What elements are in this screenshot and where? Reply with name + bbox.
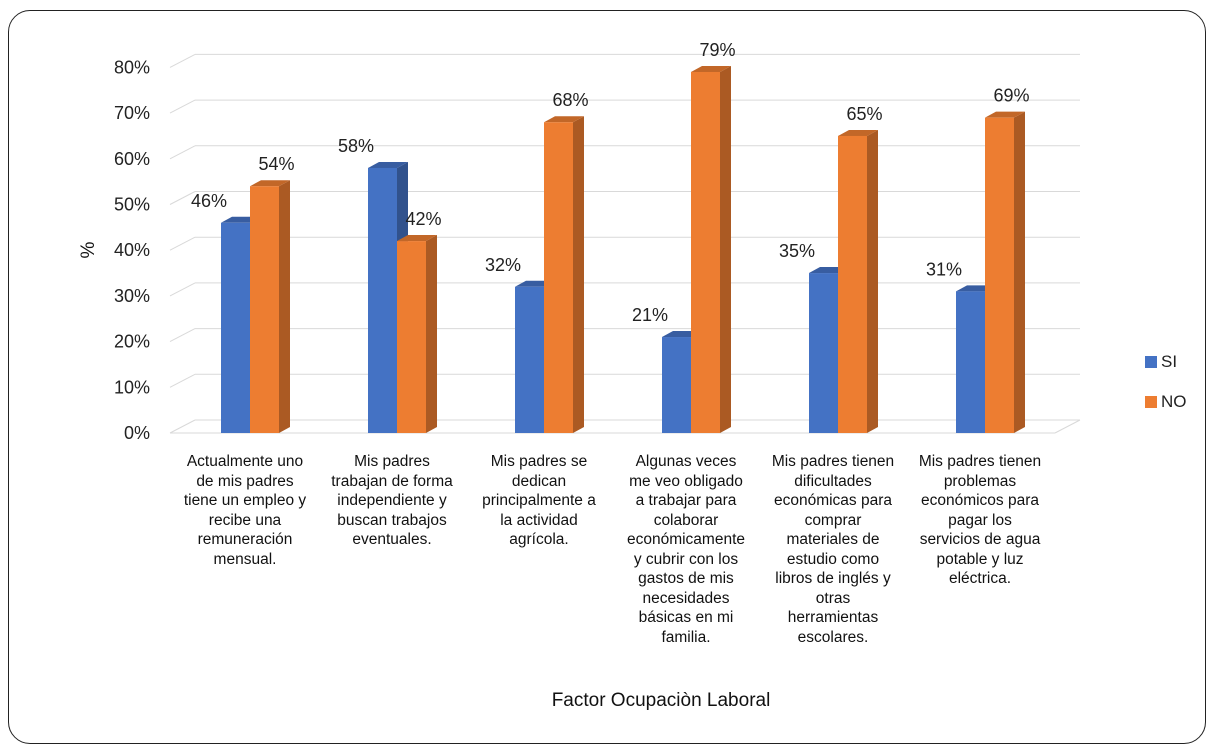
x-axis-title: Factor Ocupaciòn Laboral	[551, 690, 771, 711]
y-axis-title: %	[78, 241, 99, 259]
y-tick-label: 10%	[114, 377, 150, 397]
y-tick-label: 0%	[124, 423, 150, 443]
bar-side	[720, 65, 731, 433]
bar	[662, 337, 691, 433]
bar	[809, 273, 838, 433]
bar	[956, 291, 985, 433]
bar	[515, 286, 544, 433]
data-label: 65%	[846, 104, 882, 124]
bar-side	[573, 116, 584, 434]
bar-side	[426, 235, 437, 433]
bar	[691, 71, 720, 433]
gridline-side	[169, 328, 196, 343]
bar	[397, 241, 426, 433]
data-label: 42%	[405, 209, 441, 229]
floor-right-edge	[1054, 419, 1081, 434]
data-label: 32%	[485, 255, 521, 275]
legend-swatch-si	[1145, 356, 1157, 368]
gridline-side	[169, 53, 196, 68]
y-tick-label: 70%	[114, 103, 150, 123]
bar	[368, 167, 397, 433]
legend: SI NO	[1145, 352, 1187, 432]
bar-side	[867, 129, 878, 433]
bar-top	[691, 65, 731, 72]
data-label: 21%	[632, 305, 668, 325]
y-tick-label: 80%	[114, 57, 150, 77]
gridline-side	[169, 99, 196, 114]
bar	[250, 186, 279, 433]
gridline-side	[169, 191, 196, 205]
data-label: 69%	[993, 86, 1029, 106]
gridline-side	[169, 419, 196, 434]
y-tick-label: 20%	[114, 332, 150, 352]
data-label: 68%	[552, 90, 588, 110]
bar-top	[368, 161, 408, 168]
y-tick-label: 30%	[114, 286, 150, 306]
bar-top	[397, 235, 437, 242]
y-tick-label: 50%	[114, 195, 150, 215]
bar-top	[985, 111, 1025, 118]
legend-swatch-no	[1145, 396, 1157, 408]
gridline-side	[169, 282, 196, 297]
y-tick-label: 40%	[114, 240, 150, 260]
data-label: 46%	[191, 191, 227, 211]
gridline-side	[169, 373, 196, 388]
bar	[544, 122, 573, 434]
legend-label-no: NO	[1161, 392, 1187, 411]
data-label: 35%	[779, 241, 815, 261]
bar	[985, 117, 1014, 434]
data-label: 79%	[699, 40, 735, 60]
bar	[221, 222, 250, 433]
bar-side	[279, 180, 290, 433]
data-label: 54%	[258, 154, 294, 174]
bar-top	[544, 116, 584, 123]
legend-item-no: NO	[1145, 392, 1187, 412]
legend-item-si: SI	[1145, 352, 1187, 372]
bar-top	[250, 180, 290, 187]
data-label: 31%	[926, 259, 962, 279]
bar-top	[838, 129, 878, 136]
legend-label-si: SI	[1161, 352, 1178, 371]
y-tick-label: 60%	[114, 149, 150, 169]
bar	[838, 135, 867, 433]
data-label: 58%	[338, 136, 374, 156]
gridline-side	[169, 145, 196, 160]
bar-side	[1014, 111, 1025, 434]
gridline-side	[169, 236, 196, 251]
